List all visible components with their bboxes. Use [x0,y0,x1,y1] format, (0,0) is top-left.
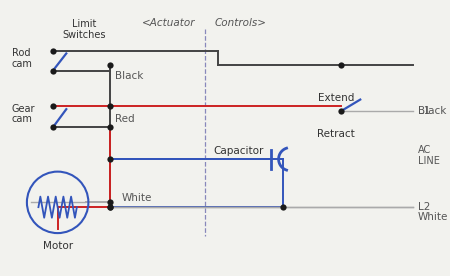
Text: AC
LINE: AC LINE [418,145,440,166]
Text: L1: L1 [418,106,430,116]
Text: Retract: Retract [317,129,355,139]
Text: <Actuator: <Actuator [141,18,195,28]
Text: Extend: Extend [318,93,355,103]
Text: Rod
cam: Rod cam [12,48,32,69]
Text: Red: Red [115,114,135,124]
Text: Motor: Motor [43,241,73,251]
Text: Black: Black [418,106,446,116]
Text: White: White [418,212,448,222]
Text: Capacitor: Capacitor [213,147,263,156]
Text: Gear
cam: Gear cam [12,104,35,124]
Text: L2: L2 [418,202,430,212]
Text: Black: Black [115,71,144,81]
Text: Controls>: Controls> [214,18,266,28]
Text: White: White [122,193,153,203]
Text: Limit
Switches: Limit Switches [63,19,106,40]
